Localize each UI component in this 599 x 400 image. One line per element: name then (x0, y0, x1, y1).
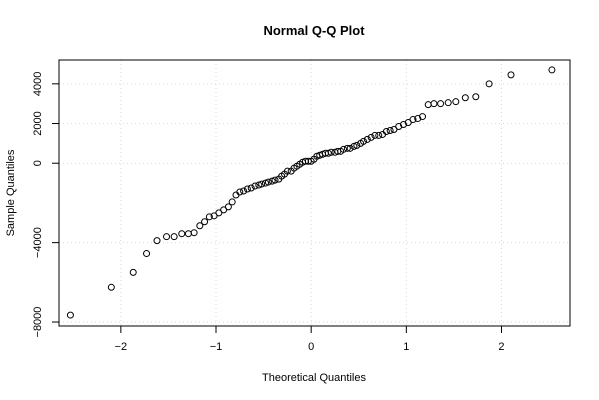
y-tick-label: 0 (32, 160, 44, 166)
chart-title: Normal Q-Q Plot (263, 23, 365, 38)
data-point (461, 94, 469, 102)
data-point (371, 131, 379, 139)
y-tick-label: 2000 (32, 111, 44, 135)
data-point (507, 71, 515, 79)
data-point (224, 203, 232, 211)
data-point (153, 237, 161, 245)
data-point (386, 126, 394, 134)
data-point (184, 230, 192, 238)
data-point (163, 233, 171, 241)
y-axis: −8000 −4000 0 2000 4000 (32, 72, 60, 338)
grid (59, 60, 570, 326)
data-point (367, 133, 375, 141)
data-point (353, 141, 361, 149)
data-point (327, 148, 335, 156)
data-point (264, 178, 272, 186)
data-point (452, 98, 460, 106)
y-tick-label: 4000 (32, 72, 44, 96)
x-tick-label: 2 (498, 341, 504, 353)
data-point (430, 100, 438, 108)
x-tick-label: −1 (210, 341, 223, 353)
data-point (444, 99, 452, 107)
data-point (360, 137, 368, 145)
data-point (236, 188, 244, 196)
data-point (178, 230, 186, 238)
data-point (107, 283, 115, 291)
data-point (205, 213, 213, 221)
data-point (143, 250, 151, 258)
x-tick-label: 1 (403, 341, 409, 353)
data-point (247, 184, 255, 192)
x-tick-label: −2 (115, 341, 128, 353)
data-point (424, 101, 432, 109)
data-point (201, 218, 209, 226)
data-point (409, 116, 417, 124)
data-point (375, 131, 383, 139)
data-point (66, 311, 74, 319)
x-tick-label: 0 (308, 341, 314, 353)
data-point (258, 180, 266, 188)
x-axis-label: Theoretical Quantiles (262, 372, 366, 384)
data-point (419, 113, 427, 121)
data-point (485, 80, 493, 88)
data-point (437, 100, 445, 108)
data-point (346, 144, 354, 152)
data-point (472, 93, 480, 101)
data-point (363, 135, 371, 143)
data-point (240, 187, 248, 195)
data-point (548, 66, 556, 74)
data-point (228, 198, 236, 206)
data-point (190, 229, 198, 237)
data-point (251, 182, 259, 190)
y-tick-label: −4000 (32, 227, 44, 258)
data-point (196, 222, 204, 230)
data-point (340, 145, 348, 153)
data-points (66, 66, 556, 319)
x-axis: −2 −1 0 1 2 (115, 325, 505, 353)
data-point (343, 144, 351, 152)
data-point (271, 176, 279, 184)
data-point (129, 268, 137, 276)
y-tick-label: −8000 (32, 307, 44, 338)
y-axis-label: Sample Quantiles (5, 149, 17, 236)
data-point (170, 233, 178, 241)
plot-frame (58, 59, 571, 327)
data-point (382, 127, 390, 135)
data-point (283, 167, 291, 175)
data-point (243, 185, 251, 193)
